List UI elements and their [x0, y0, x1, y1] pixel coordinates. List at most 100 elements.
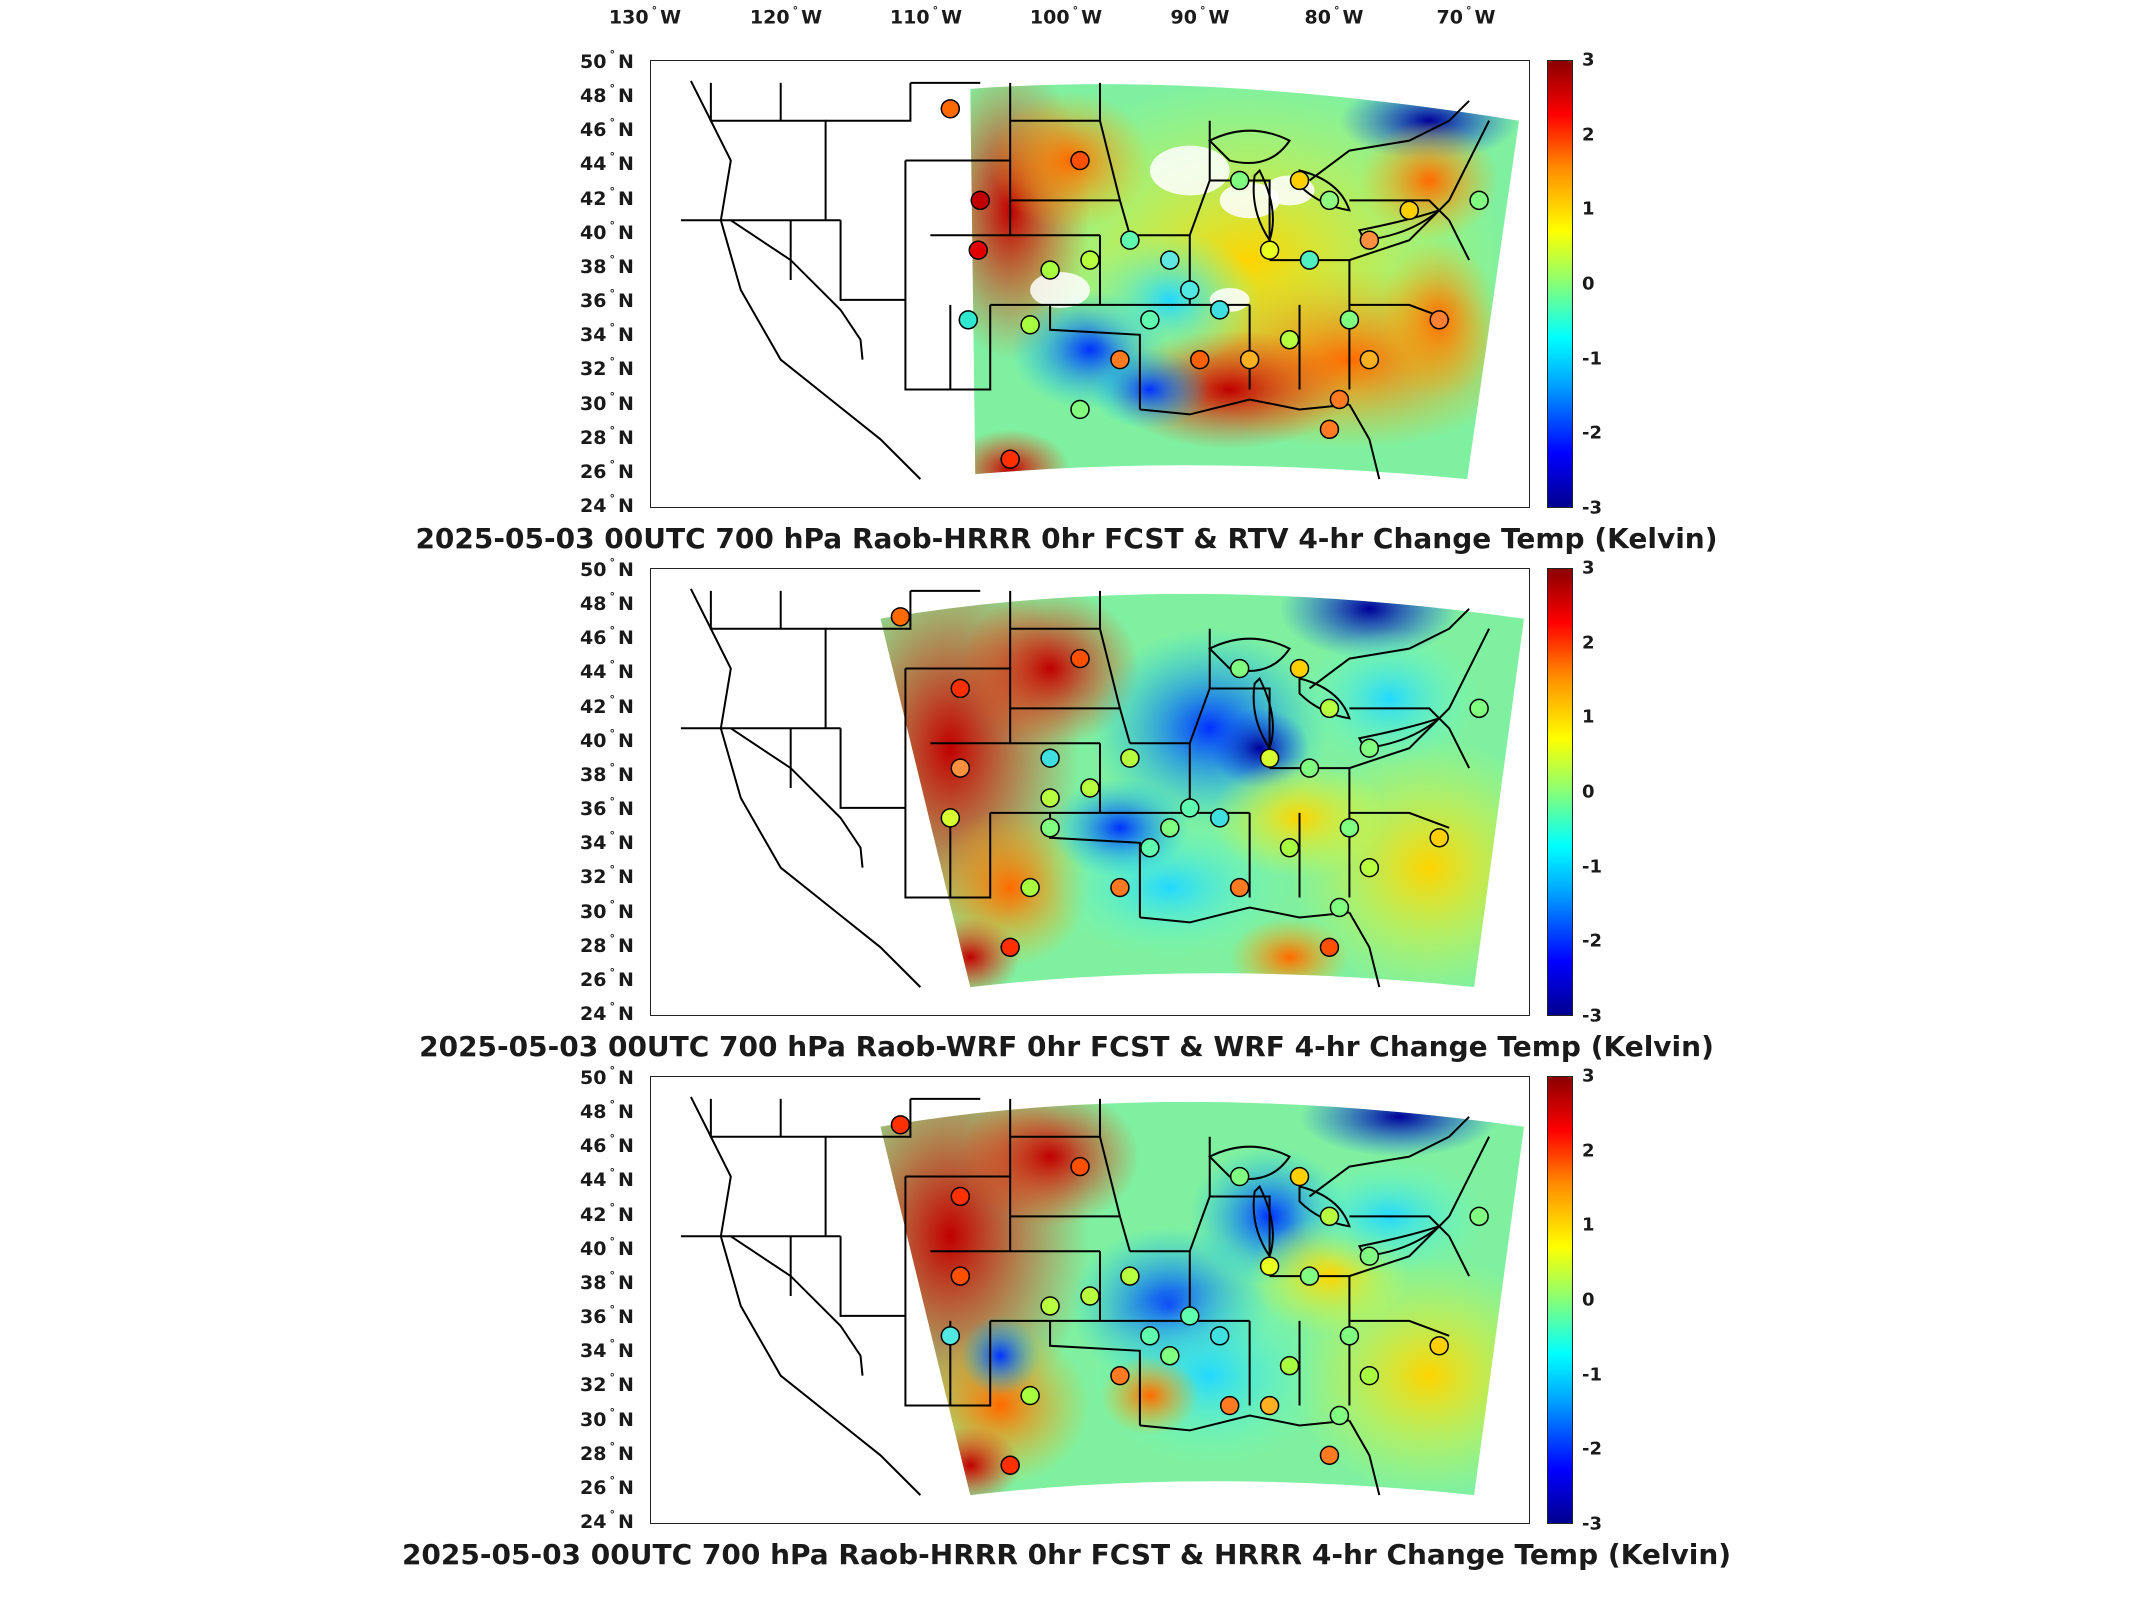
lat-label: 30 ° N — [580, 389, 634, 415]
colorbar-tick: -1 — [1582, 856, 1602, 878]
lat-label: 50 ° N — [580, 47, 634, 74]
raob-station-marker — [1020, 1385, 1040, 1406]
raob-station-marker — [940, 808, 961, 828]
temperature-change-map — [650, 1076, 1530, 1524]
lat-label: 40 ° N — [580, 218, 634, 244]
lat-label: 36 ° N — [580, 286, 634, 313]
raob-station-marker — [950, 758, 971, 778]
raob-station-marker — [1160, 250, 1180, 270]
lat-label: 38 ° N — [580, 760, 634, 787]
lat-label: 32 ° N — [580, 863, 634, 889]
raob-station-marker — [1359, 349, 1380, 370]
raob-station-marker — [1080, 1286, 1100, 1306]
raob-station-marker — [1040, 1296, 1060, 1316]
lat-label: 38 ° N — [580, 1268, 634, 1295]
raob-station-marker — [1259, 748, 1280, 768]
raob-station-marker — [1259, 1256, 1280, 1276]
raob-station-marker — [1229, 1166, 1250, 1187]
map-panel: 50 ° N 48 ° N 46 ° N 44 ° N 42 ° N 40 ° N 38 ° N 36 ° N 34 ° N 32 ° N… — [0, 48, 2133, 580]
lat-label: 46 ° N — [580, 624, 634, 650]
raob-station-marker — [1339, 1326, 1360, 1346]
raob-station-marker — [1469, 190, 1489, 211]
raob-station-marker — [1190, 349, 1210, 370]
lon-label: 130 ° W — [608, 4, 682, 29]
colorbar-tick: 2 — [1582, 1140, 1595, 1162]
raob-station-marker — [1000, 449, 1020, 469]
lat-label: 40 ° N — [580, 1234, 634, 1260]
colorbar-tick: -1 — [1582, 348, 1602, 370]
raob-station-marker — [1329, 1405, 1350, 1426]
raob-station-marker — [1279, 838, 1300, 858]
lat-label: 24 ° N — [580, 1507, 634, 1534]
colorbar-tick: -3 — [1582, 1513, 1602, 1535]
raob-station-marker — [1429, 1336, 1449, 1356]
lat-label: 26 ° N — [580, 965, 634, 992]
raob-station-marker — [1359, 230, 1380, 250]
colorbar-tick: 2 — [1582, 632, 1595, 654]
raob-station-marker — [1319, 190, 1340, 211]
raob-station-marker — [1160, 1346, 1180, 1366]
raob-station-marker — [1429, 310, 1449, 330]
lat-label: 30 ° N — [580, 897, 634, 923]
colorbar-tick: 1 — [1582, 706, 1595, 728]
raob-station-marker — [1339, 310, 1360, 330]
lat-label: 34 ° N — [580, 321, 634, 347]
raob-station-marker — [1180, 798, 1200, 818]
raob-station-marker — [1229, 170, 1250, 191]
lat-label: 34 ° N — [580, 1337, 634, 1363]
lat-label: 26 ° N — [580, 1473, 634, 1500]
colorbar-tick: -2 — [1582, 930, 1602, 952]
colorbar-tick: 2 — [1582, 124, 1595, 146]
lat-label: 24 ° N — [580, 999, 634, 1026]
lat-label: 42 ° N — [580, 692, 634, 718]
colorbar-tick: 0 — [1582, 273, 1595, 295]
raob-station-marker — [1469, 698, 1489, 719]
raob-station-marker — [940, 1326, 961, 1346]
raob-station-marker — [1429, 828, 1449, 848]
raob-station-marker — [1289, 658, 1310, 679]
raob-station-marker — [1120, 230, 1140, 250]
raob-station-marker — [1229, 877, 1250, 898]
colorbar-tick: 3 — [1582, 49, 1595, 71]
raob-station-marker — [890, 607, 911, 627]
raob-station-marker — [1140, 1326, 1160, 1346]
raob-station-marker — [1469, 1206, 1489, 1227]
raob-station-marker — [1319, 937, 1340, 958]
map-panel: 50 ° N 48 ° N 46 ° N 44 ° N 42 ° N 40 ° N 38 ° N 36 ° N 34 ° N 32 ° N… — [0, 556, 2133, 1088]
raob-station-marker — [1279, 330, 1300, 350]
raob-station-marker — [1359, 738, 1380, 758]
raob-stations — [890, 607, 1489, 958]
lon-label: 80 ° W — [1304, 4, 1364, 29]
raob-station-marker — [1040, 260, 1060, 280]
raob-station-marker — [1299, 758, 1320, 778]
lat-label: 30 ° N — [580, 1405, 634, 1431]
raob-station-marker — [950, 1186, 971, 1207]
colorbar-tick: -3 — [1582, 497, 1602, 519]
raob-station-marker — [950, 678, 971, 699]
raob-station-marker — [1339, 818, 1360, 838]
colorbar-tick: -2 — [1582, 1438, 1602, 1460]
lat-label: 46 ° N — [580, 116, 634, 142]
raob-station-marker — [1070, 399, 1090, 420]
raob-stations — [890, 1115, 1489, 1475]
raob-station-marker — [1319, 419, 1340, 440]
raob-station-marker — [1120, 748, 1140, 768]
lat-label: 48 ° N — [580, 589, 634, 616]
lon-label: 120 ° W — [749, 4, 823, 29]
raob-station-marker — [1279, 1355, 1300, 1376]
raob-station-marker — [1229, 658, 1250, 679]
raob-station-marker — [1319, 1445, 1340, 1466]
raob-station-marker — [1040, 818, 1060, 838]
raob-station-marker — [1319, 698, 1340, 719]
raob-station-marker — [950, 1266, 971, 1286]
raob-station-marker — [1209, 1326, 1230, 1346]
raob-station-marker — [1140, 838, 1160, 858]
lat-label: 44 ° N — [580, 1166, 634, 1192]
lat-label: 34 ° N — [580, 829, 634, 855]
raob-station-marker — [1299, 250, 1320, 270]
raob-station-marker — [940, 99, 961, 119]
raob-station-marker — [1160, 818, 1180, 838]
lat-label: 48 ° N — [580, 81, 634, 108]
raob-station-marker — [1110, 1365, 1130, 1386]
panel-title: 2025-05-03 00UTC 700 hPa Raob-WRF 0hr FC… — [419, 1030, 1714, 1063]
